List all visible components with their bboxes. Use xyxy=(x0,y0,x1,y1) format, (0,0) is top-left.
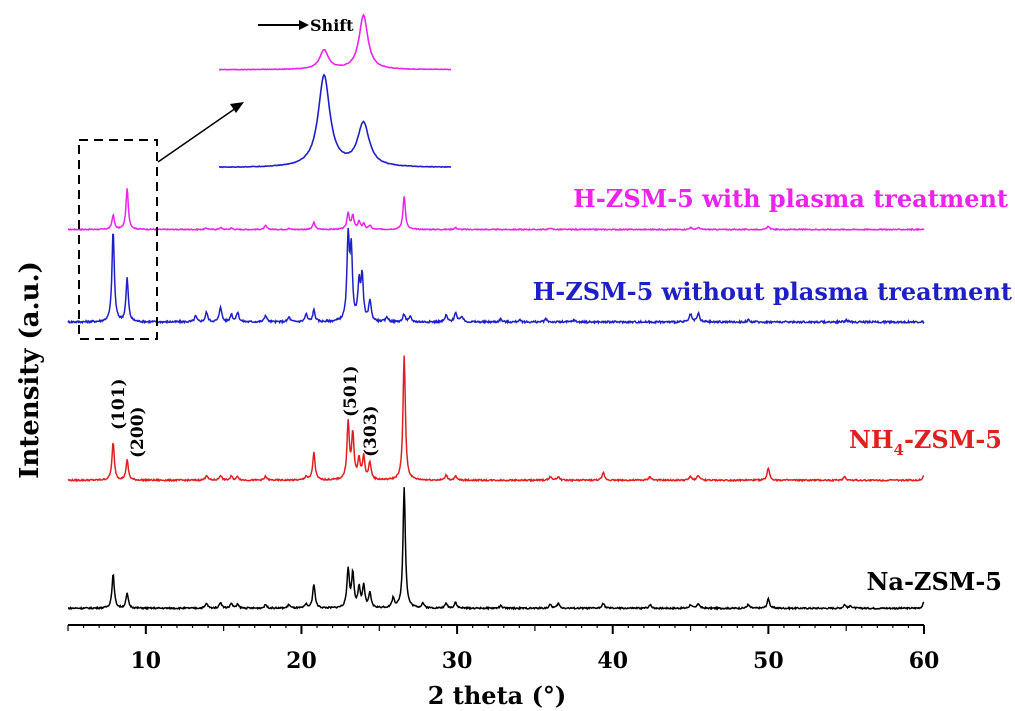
series-label-na: Na-ZSM-5 xyxy=(866,567,1002,596)
diffraction-traces xyxy=(67,188,925,611)
x-axis: 10 20 30 40 50 60 xyxy=(67,624,940,674)
inset-trace-no-plasma xyxy=(218,73,452,169)
zoom-inset xyxy=(218,13,452,169)
series-label-nh4: NH4-ZSM-5 xyxy=(849,425,1002,459)
peak-label-200: (200) xyxy=(128,406,148,458)
peak-label-501: (501) xyxy=(341,365,361,417)
peak-label-101: (101) xyxy=(109,378,129,430)
shift-arrow-head-icon xyxy=(299,20,309,30)
x-tick-label: 40 xyxy=(597,648,628,674)
x-tick-label: 60 xyxy=(909,648,940,674)
zoom-arrow xyxy=(157,107,237,163)
x-axis-title: 2 theta (°) xyxy=(428,681,567,710)
zoom-arrow-head-icon xyxy=(230,102,244,113)
x-tick-label: 50 xyxy=(753,648,784,674)
y-axis-title: Intensity (a.u.) xyxy=(15,261,45,479)
peak-label-303: (303) xyxy=(361,405,381,457)
trace-h-zsm5-plasma xyxy=(67,188,925,232)
trace-nh4-zsm5 xyxy=(67,355,925,483)
shift-label: Shift xyxy=(310,16,354,35)
x-tick-label: 20 xyxy=(286,648,317,674)
x-tick-label: 30 xyxy=(442,648,473,674)
inset-trace-plasma xyxy=(218,13,452,71)
series-label-h-plasma: H-ZSM-5 with plasma treatment xyxy=(573,184,1008,213)
trace-h-zsm5-no-plasma xyxy=(67,227,925,325)
series-label-h-no-plasma: H-ZSM-5 without plasma treatment xyxy=(533,277,1012,306)
zoom-region-box xyxy=(78,139,158,340)
trace-na-zsm5 xyxy=(67,487,925,611)
x-tick-label: 10 xyxy=(131,648,162,674)
